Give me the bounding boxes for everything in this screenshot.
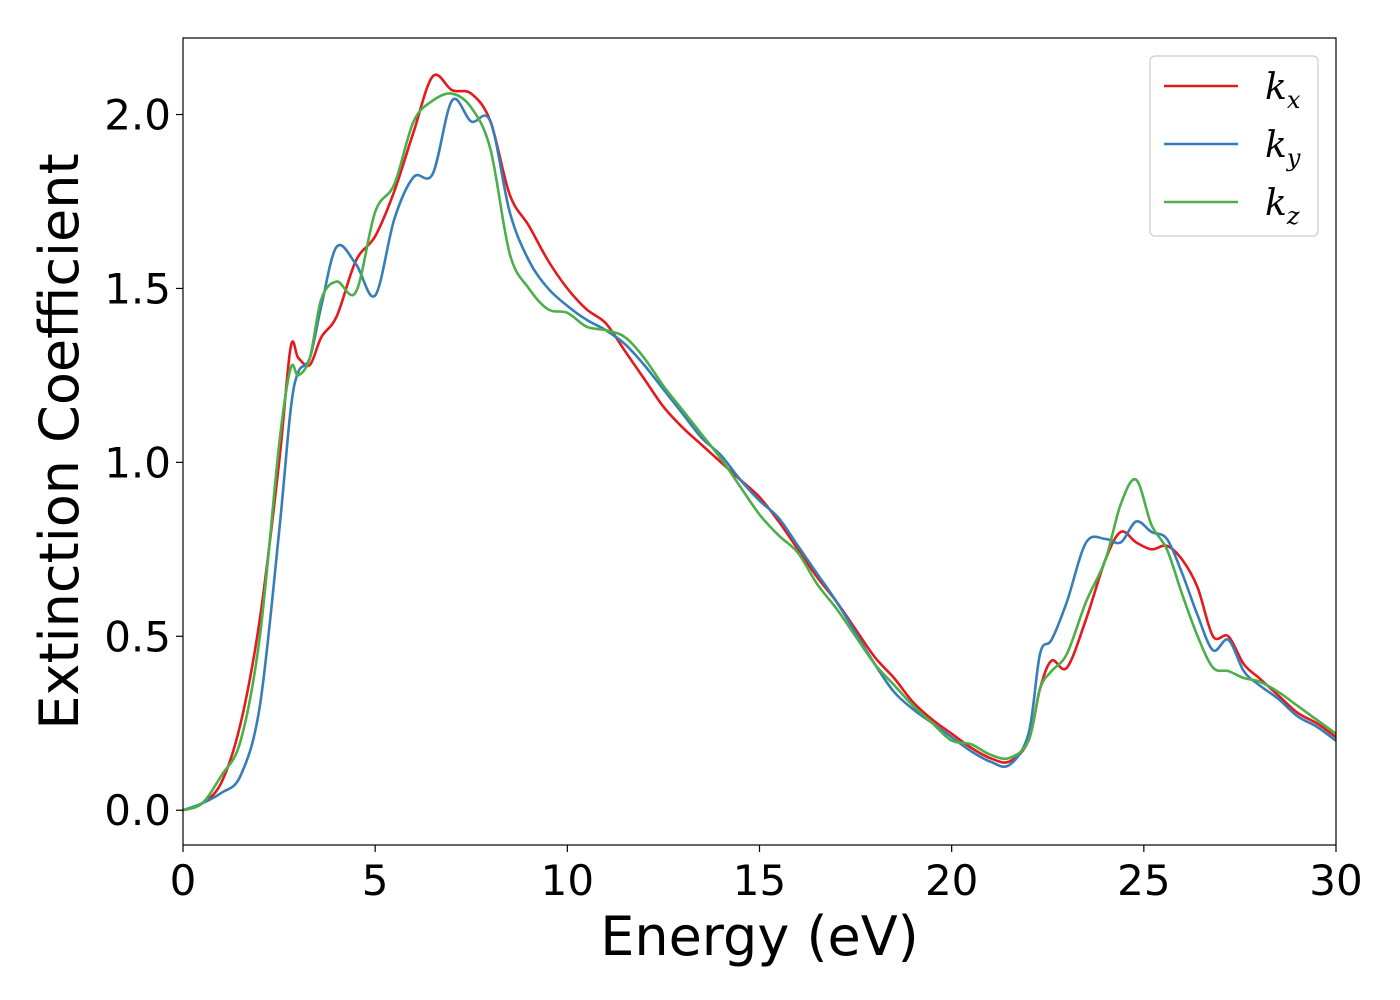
legend-label-base: k xyxy=(1265,67,1287,108)
y-tick-label: 1.0 xyxy=(104,438,171,487)
legend-label-y: ky xyxy=(1265,125,1301,172)
x-tick-label: 5 xyxy=(362,856,389,905)
x-axis: 0 5 10 15 20 25 30 xyxy=(170,845,1363,905)
legend-label-subscript: z xyxy=(1286,202,1300,230)
legend-label-subscript: x xyxy=(1287,86,1301,114)
y-tick-label: 2.0 xyxy=(104,91,171,140)
series-line-y xyxy=(183,97,1336,812)
x-tick-label: 20 xyxy=(925,856,978,905)
x-tick-label: 0 xyxy=(170,856,197,905)
legend-label-z: kz xyxy=(1265,183,1300,230)
y-tick-label: 0.0 xyxy=(104,786,171,835)
x-tick-label: 25 xyxy=(1117,856,1170,905)
series-line-z xyxy=(183,92,1336,812)
legend-label-base: k xyxy=(1265,183,1287,224)
y-axis: 0.0 0.5 1.0 1.5 2.0 xyxy=(104,91,183,835)
legend-label-base: k xyxy=(1265,125,1287,166)
x-axis-label: Energy (eV) xyxy=(600,905,919,968)
legend-label-x: kx xyxy=(1265,67,1301,114)
x-tick-label: 15 xyxy=(733,856,786,905)
x-tick-label: 10 xyxy=(541,856,594,905)
y-tick-label: 1.5 xyxy=(104,264,171,313)
x-tick-label: 30 xyxy=(1309,856,1362,905)
y-axis-label: Extinction Coefficient xyxy=(28,153,91,729)
plot-lines xyxy=(183,73,1336,812)
y-tick-label: 0.5 xyxy=(104,612,171,661)
legend-box xyxy=(1149,55,1319,237)
legend-label-subscript: y xyxy=(1286,144,1301,172)
series-line-x xyxy=(183,73,1336,812)
